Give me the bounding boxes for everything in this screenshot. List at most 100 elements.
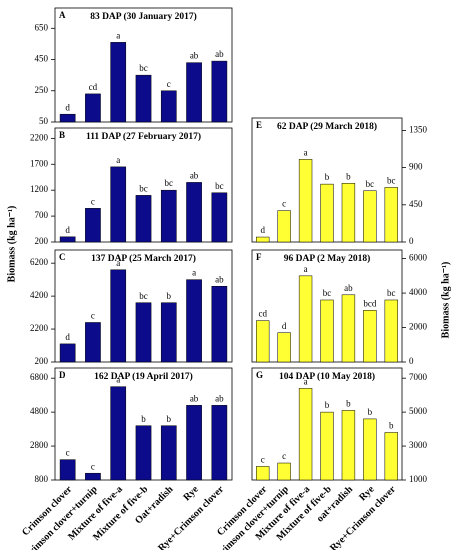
y-axis-label: Biomass (kg ha⁻¹) xyxy=(6,206,17,283)
y-tick-label: 2200 xyxy=(30,132,49,142)
significance-letter: bc xyxy=(215,181,224,191)
bar xyxy=(277,462,291,481)
bar xyxy=(298,388,313,481)
y-tick-label: 2800 xyxy=(30,440,49,450)
significance-letter: b xyxy=(368,407,373,417)
y-tick-label: 6200 xyxy=(30,257,49,267)
bar xyxy=(59,236,76,243)
significance-letter: bc xyxy=(387,176,396,186)
bar xyxy=(384,187,398,243)
y-axis-label: Biomass (kg ha⁻¹) xyxy=(440,262,451,339)
bar xyxy=(85,322,101,363)
bar xyxy=(186,279,202,363)
bar xyxy=(110,166,127,243)
bar xyxy=(186,62,202,123)
bar xyxy=(59,343,76,363)
bar xyxy=(320,411,334,481)
bar xyxy=(110,386,127,481)
panel-label: C xyxy=(59,252,66,262)
panel-title: 137 DAP (25 March 2017) xyxy=(91,253,196,264)
significance-letter: bc xyxy=(139,183,148,193)
y-tick-label: 1000 xyxy=(409,474,428,484)
bar xyxy=(135,74,152,123)
significance-letter: c xyxy=(66,448,70,458)
y-tick-label: 0 xyxy=(409,356,414,366)
significance-letter: b xyxy=(346,171,351,181)
y-tick-label: 6800 xyxy=(30,372,49,382)
significance-letter: d xyxy=(282,321,287,331)
significance-letter: ab xyxy=(190,51,199,61)
bar xyxy=(135,302,152,363)
significance-letter: d xyxy=(65,332,70,342)
panel-title: 104 DAP (10 May 2018) xyxy=(279,371,375,382)
y-tick-label: 900 xyxy=(409,162,423,172)
significance-letter: ab xyxy=(344,283,353,293)
y-tick-label: 700 xyxy=(35,210,49,220)
bar xyxy=(160,90,177,123)
bar xyxy=(298,159,313,243)
bar xyxy=(59,113,76,123)
significance-letter: a xyxy=(116,375,120,385)
y-tick-label: 200 xyxy=(35,356,49,366)
significance-letter: a xyxy=(304,376,308,386)
y-tick-label: 250 xyxy=(35,85,49,95)
significance-letter: d xyxy=(260,225,265,235)
panel-label: E xyxy=(256,120,262,130)
significance-letter: c xyxy=(282,199,286,209)
bar xyxy=(363,418,377,481)
significance-letter: ab xyxy=(190,393,199,403)
bar xyxy=(384,299,398,363)
significance-letter: bc xyxy=(165,178,174,188)
panel-label: F xyxy=(256,252,262,262)
significance-letter: bc xyxy=(139,291,148,301)
category-label: Rye xyxy=(182,484,202,504)
bar xyxy=(85,472,101,481)
bar xyxy=(384,432,398,481)
bar xyxy=(363,190,377,243)
y-tick-label: 650 xyxy=(35,22,49,32)
bar xyxy=(277,210,291,243)
bar xyxy=(298,275,313,363)
bar xyxy=(256,466,270,481)
significance-letter: ab xyxy=(215,393,224,403)
bar xyxy=(59,459,76,481)
significance-letter: a xyxy=(116,155,120,165)
significance-letter: a xyxy=(192,268,196,278)
significance-letter: a xyxy=(116,258,120,268)
significance-letter: c xyxy=(282,451,286,461)
bar xyxy=(363,310,377,363)
significance-letter: c xyxy=(261,454,265,464)
y-tick-label: 450 xyxy=(409,199,423,209)
panel-label: B xyxy=(59,130,65,140)
significance-letter: d xyxy=(65,102,70,112)
significance-letter: b xyxy=(346,398,351,408)
bar xyxy=(160,189,177,243)
y-tick-label: 5000 xyxy=(409,406,428,416)
bar xyxy=(341,183,356,243)
bar xyxy=(320,299,334,363)
y-tick-label: 7000 xyxy=(409,372,428,382)
significance-letter: c xyxy=(91,461,95,471)
bar xyxy=(277,332,291,363)
significance-letter: bcd xyxy=(363,298,376,308)
y-tick-label: 1200 xyxy=(30,184,49,194)
bar xyxy=(135,195,152,243)
y-tick-label: 2000 xyxy=(409,322,428,332)
y-tick-label: 200 xyxy=(35,236,49,246)
bar xyxy=(110,269,127,363)
significance-letter: ab xyxy=(215,49,224,59)
y-tick-label: 3000 xyxy=(409,440,428,450)
panel-label: A xyxy=(59,10,66,20)
panel-title: 111 DAP (27 February 2017) xyxy=(86,131,201,142)
bar xyxy=(186,182,202,243)
y-tick-label: 1700 xyxy=(30,158,49,168)
bar xyxy=(160,302,177,363)
bar xyxy=(341,410,356,481)
y-tick-label: 6000 xyxy=(409,253,428,263)
significance-letter: d xyxy=(65,225,70,235)
y-tick-label: 50 xyxy=(39,116,49,126)
panel-title: 83 DAP (30 January 2017) xyxy=(90,11,197,22)
y-tick-label: 4800 xyxy=(30,406,49,416)
significance-letter: bc xyxy=(139,63,148,73)
